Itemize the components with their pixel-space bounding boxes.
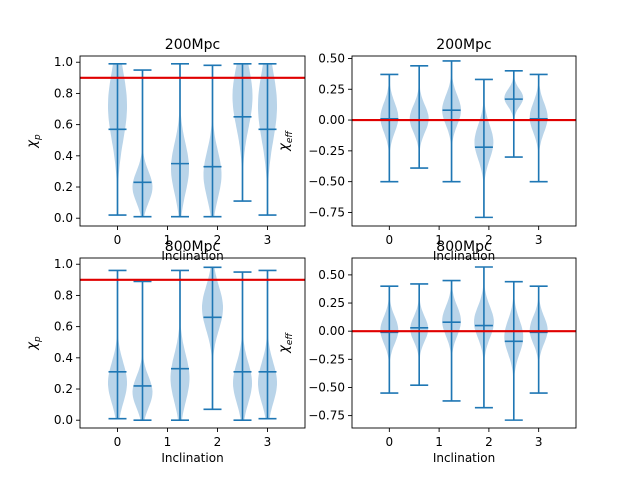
subplot-4: −0.75−0.50−0.250.000.250.500 1 2 3800MpcInc… [277,239,577,465]
y-axis-label-subscript: eff [285,130,295,144]
y-axis-label: χp [25,134,43,149]
y-tick-label: −0.50 [308,380,345,394]
y-axis-label-subscript: p [33,336,43,343]
x-tick-label: 2 [214,435,222,449]
subplot-title: 200Mpc [165,37,220,53]
y-axis-label-main: χ [277,142,292,152]
y-tick-label: 0.8 [54,288,73,302]
y-tick-label: −0.25 [308,352,345,366]
y-tick-label: 0.00 [318,113,345,127]
violin [410,283,429,387]
y-tick-label: 0.6 [54,320,73,334]
y-tick-label: 0.25 [318,296,345,310]
y-tick-label: −0.25 [308,144,345,158]
x-tick-label: 1 [435,435,443,449]
y-axis-label-subscript: eff [285,332,295,346]
y-axis-label: χp [25,336,43,351]
y-tick-label: 0.00 [318,324,345,338]
violin [202,266,223,411]
subplot-3: 0.00.20.40.60.81.00 1 2 3800MpcInclinationχ… [25,239,306,465]
x-tick-label: 1 [164,435,172,449]
y-axis-label: χeff [277,130,295,152]
violin [132,280,153,422]
x-tick-label: 0 [114,233,122,247]
x-tick-label: 0 [114,435,122,449]
x-axis-label: Inclination [433,451,495,465]
violin [380,73,399,183]
y-axis-label-main: χ [25,139,40,149]
x-tick-label: 3 [264,233,272,247]
violin [529,73,548,183]
subplot-title: 800Mpc [165,239,220,255]
violin [258,269,277,420]
violin [171,62,189,218]
y-axis-label-subscript: p [33,134,43,141]
y-axis-label-main: χ [277,344,292,354]
y-tick-label: 0.8 [54,86,73,100]
violin [380,285,399,394]
y-tick-label: 0.4 [54,351,73,365]
x-tick-label: 1 [164,233,172,247]
violin [132,69,153,218]
y-tick-label: −0.50 [308,175,345,189]
violin [504,69,524,158]
subplot-title: 200Mpc [436,37,491,53]
y-tick-label: 0.2 [54,382,73,396]
x-tick-label: 2 [485,435,493,449]
y-tick-label: 1.0 [54,257,73,271]
x-tick-label: 3 [264,435,272,449]
subplot-title: 800Mpc [436,239,491,255]
y-tick-label: 0.2 [54,180,73,194]
violin [108,62,127,216]
violin [108,269,127,420]
violin [232,62,253,202]
violin [203,64,222,218]
y-tick-label: 0.50 [318,268,345,282]
y-tick-label: −0.75 [308,205,345,219]
y-tick-label: 0.4 [54,149,73,163]
violin [504,280,524,421]
x-axis-label: Inclination [161,451,223,465]
y-tick-label: 0.50 [318,51,345,65]
y-tick-label: −0.75 [308,409,345,423]
x-tick-label: 3 [535,233,543,247]
x-tick-label: 2 [485,233,493,247]
violin [409,65,429,169]
subplot-2: −0.75 −0.50 −0.25 0.00 0.25 0.50 0 1 2 3 200Mpc Inc… [277,37,577,263]
y-tick-label: 1.0 [54,55,73,69]
x-tick-label: 0 [386,435,394,449]
violin [442,279,461,402]
x-tick-label: 1 [435,233,443,247]
violin [258,62,277,216]
axes-frame [351,55,577,227]
violin [442,60,461,183]
x-axis-label: Inclination [161,249,223,263]
violin [529,285,548,394]
violin [170,269,190,422]
y-axis-label-main: χ [25,341,40,351]
violin [233,271,252,422]
subplot-1: 0.0 0.2 0.4 0.6 0.8 1.0 0 1 2 3 200Mpc Inclination χ… [25,37,306,263]
x-tick-label: 2 [214,233,222,247]
y-tick-label: 0.0 [54,413,73,427]
axes-frame [79,257,306,429]
violin [474,266,494,409]
x-tick-label: 0 [386,233,394,247]
y-tick-label: 0.25 [318,82,345,96]
y-tick-label: 0.6 [54,118,73,132]
violin [474,78,494,219]
y-tick-label: 0.0 [54,211,73,225]
axes-frame [351,257,577,429]
x-axis-label: Inclination [433,249,495,263]
y-axis-label: χeff [277,332,295,354]
axes-frame [79,55,306,227]
x-tick-label: 3 [535,435,543,449]
